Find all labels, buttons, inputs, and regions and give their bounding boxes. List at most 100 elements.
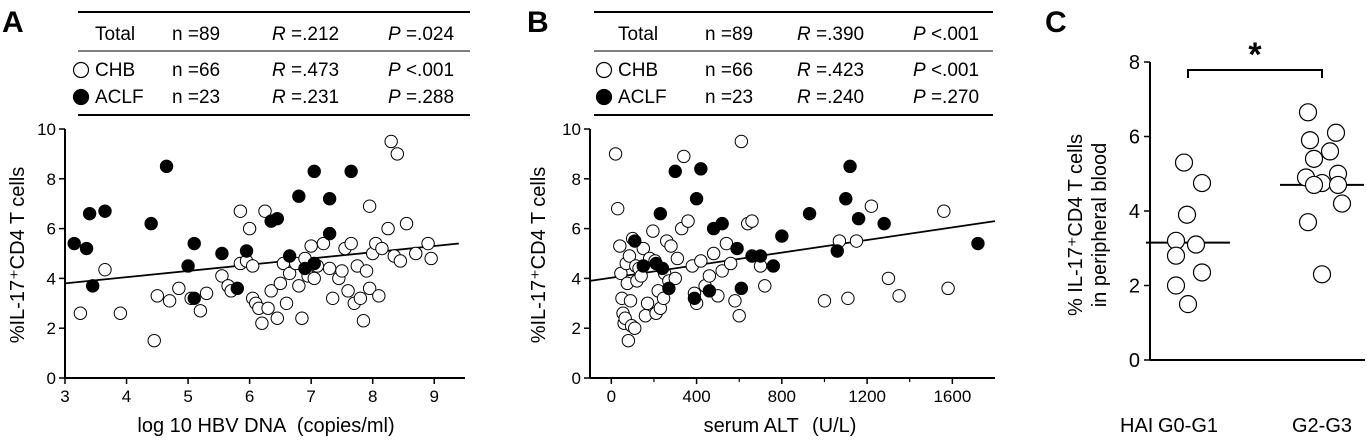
category-label: G2-G3 [1292, 415, 1352, 437]
chb-point [322, 261, 337, 276]
chb-point [245, 259, 260, 273]
aclf-point [971, 236, 985, 251]
aclf-point [322, 226, 337, 241]
aclf-point [344, 164, 358, 179]
chb-point [150, 289, 165, 303]
chb-point [362, 199, 377, 213]
aclf-point [85, 279, 100, 293]
chb-point [233, 204, 248, 218]
chb-point [172, 281, 186, 296]
stats-group-label: ACLF [95, 87, 144, 108]
chb-point [381, 221, 395, 236]
chb-point [307, 271, 321, 286]
stats-r-number: =.473 [286, 60, 339, 81]
chb-point [817, 294, 832, 308]
aclf-point [653, 206, 668, 221]
stats-p-value: P <.001 [388, 60, 454, 81]
stats-p-value: P =.288 [388, 87, 454, 108]
x-tick-label: 4 [122, 387, 131, 406]
chb-point [681, 214, 695, 228]
x-axis-unit: (copies/ml) [297, 415, 395, 437]
x-tick-label: 3 [60, 387, 69, 406]
x-tick-label: 6 [245, 387, 254, 406]
stats-r-number: =.423 [811, 60, 864, 81]
stats-r-symbol: R [272, 60, 286, 81]
aclf-point [851, 211, 866, 226]
chb-point [623, 294, 638, 308]
stats-p-symbol: P [913, 24, 926, 45]
aclf-point [877, 216, 891, 231]
chb-point [694, 254, 708, 268]
y-axis-label-c-line2: in peripheral blood [1089, 143, 1111, 308]
stats-p-symbol: P [388, 24, 401, 45]
aclf-point [662, 281, 676, 296]
chb-point [325, 291, 340, 306]
chb-point [622, 249, 637, 263]
data-point [1304, 149, 1324, 168]
x-axis-unit: (U/L) [812, 415, 856, 437]
chb-point [270, 311, 285, 325]
data-point [1186, 235, 1206, 254]
chb-point [636, 241, 650, 256]
y-tick-label: 8 [572, 170, 581, 189]
data-point [1320, 142, 1340, 161]
panel-a: Total n =89 R =.212 P =.024 CHB n =66 R =.473 P… [7, 11, 470, 437]
chb-point [375, 241, 389, 256]
chb-point [664, 239, 678, 253]
aclf-point [775, 229, 789, 243]
aclf-point [655, 261, 670, 276]
chb-point [734, 134, 749, 149]
stats-r-value: R =.473 [272, 60, 339, 81]
chb-point [758, 279, 772, 293]
stats-p-number: =.024 [401, 24, 455, 45]
chb-point [359, 264, 374, 278]
aclf-point [187, 236, 201, 251]
stats-table-a: Total n =89 R =.212 P =.024 CHB n =66 R =.473 P… [72, 24, 455, 108]
chb-point [646, 224, 660, 238]
y-tick-label: 2 [572, 319, 581, 338]
data-point [1166, 276, 1186, 295]
chb-point [261, 301, 275, 315]
aclf-point [292, 189, 306, 203]
aclf-point [230, 281, 245, 296]
stats-p-number: <.001 [926, 60, 979, 81]
y-tick-label: 10 [37, 120, 56, 139]
chb-point [628, 321, 642, 335]
x-axis-label: log 10 HBV DNA [137, 415, 287, 437]
chb-point [702, 269, 717, 283]
chb-point [745, 214, 759, 228]
chb-point [73, 306, 88, 320]
stats-p-number: =.270 [926, 87, 979, 108]
x-tick-label: 1600 [933, 387, 971, 406]
x-axis-label: serum ALT [704, 415, 799, 437]
aclf-point [668, 164, 682, 179]
aclf-point [98, 204, 112, 218]
chb-point [621, 333, 636, 348]
panel-letter-b: B [527, 6, 549, 39]
aclf-point [215, 246, 229, 261]
stats-p-symbol: P [388, 60, 401, 81]
chb-point [341, 284, 355, 298]
chb-point [113, 306, 128, 320]
stats-r-symbol: R [797, 87, 811, 108]
stats-group-label: CHB [618, 60, 658, 81]
aclf-point [730, 241, 744, 256]
x-tick-label: 400 [682, 387, 710, 406]
stats-r-value: R =.212 [272, 24, 339, 45]
aclf-point [270, 211, 285, 226]
stats-r-value: R =.231 [272, 87, 339, 108]
stats-r-symbol: R [272, 24, 286, 45]
y-tick-label: 0 [1129, 350, 1140, 372]
aclf-point [715, 216, 729, 231]
y-tick-label: 4 [47, 269, 56, 288]
x-tick-label: 8 [368, 387, 377, 406]
chb-point [421, 236, 435, 251]
y-tick-label: 0 [572, 369, 581, 388]
aclf-point [282, 249, 297, 263]
significance-star: * [1248, 36, 1262, 74]
chb-point [199, 286, 214, 301]
aclf-point [734, 281, 749, 296]
chb-point [356, 314, 371, 328]
aclf-point [79, 241, 94, 256]
data-point [1192, 173, 1212, 193]
